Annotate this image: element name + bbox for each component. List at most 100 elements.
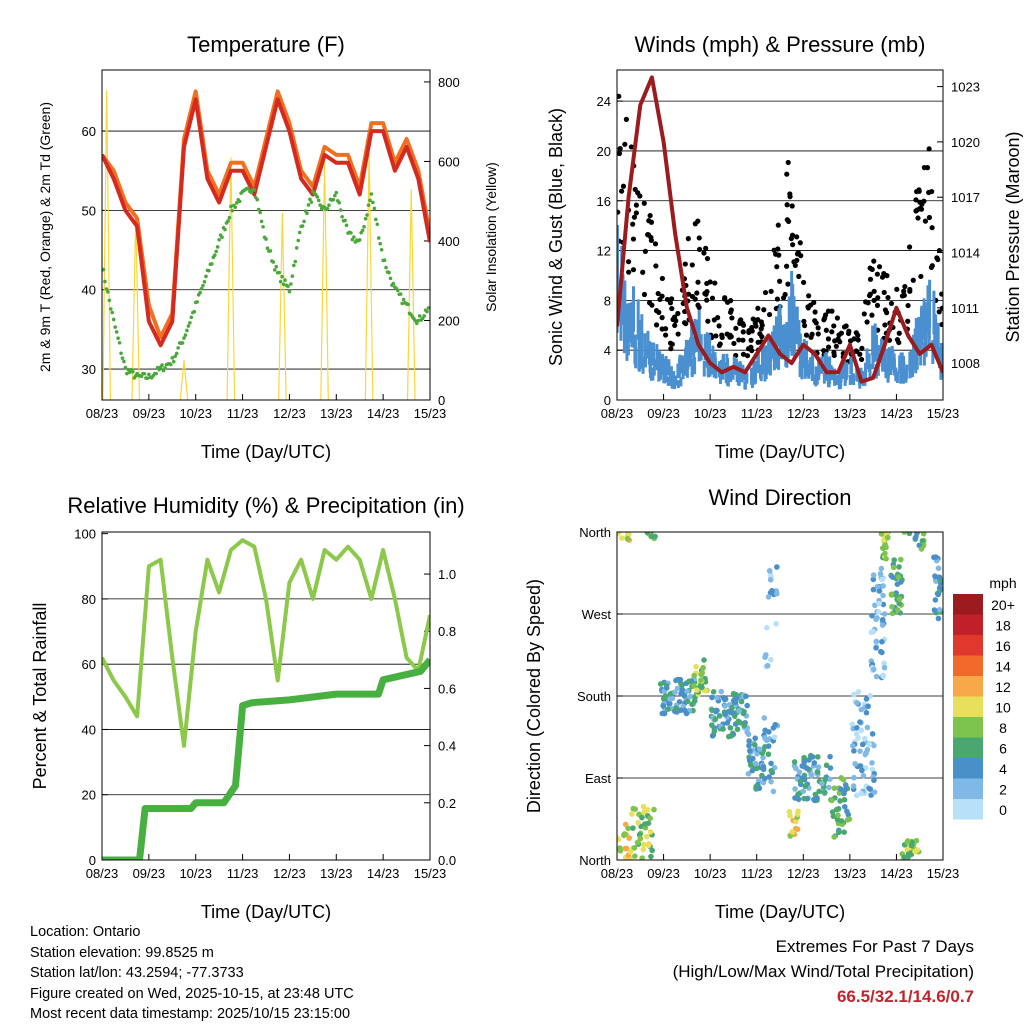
dewpoint-point (212, 253, 217, 258)
dewpoint-point (268, 249, 273, 253)
dewpoint-point (169, 362, 173, 367)
gust-point (774, 296, 780, 302)
direction-point (852, 761, 858, 767)
panel-2 (101, 531, 431, 861)
x-tick-label: 10/23 (179, 406, 212, 421)
direction-point (610, 841, 616, 847)
direction-point (841, 796, 848, 803)
gust-point (689, 262, 695, 268)
direction-point (863, 709, 870, 716)
dewpoint-point (142, 371, 147, 376)
legend-swatch (953, 655, 983, 676)
direction-point (869, 760, 875, 766)
direction-point (857, 763, 864, 769)
direction-point (699, 670, 706, 676)
y-tick-label: 20 (82, 788, 96, 803)
gust-point (664, 296, 671, 303)
gust-point (902, 283, 908, 290)
x-tick-label: 13/23 (320, 406, 353, 421)
gust-point (682, 261, 688, 267)
dewpoint-point (201, 283, 205, 288)
direction-point (761, 715, 768, 721)
direction-point (901, 854, 907, 860)
direction-point (644, 807, 651, 813)
dewpoint-point (309, 200, 314, 204)
dewpoint-point (198, 290, 202, 295)
dewpoint-point (113, 325, 117, 329)
gust-point (914, 189, 920, 195)
direction-point (735, 718, 742, 725)
direction-point (766, 774, 772, 780)
gust-point (746, 328, 752, 334)
gust-point (755, 339, 761, 345)
gust-point (812, 309, 818, 315)
direction-point (770, 788, 777, 795)
dewpoint-point (274, 264, 279, 269)
solar-insolation-peak (278, 213, 287, 400)
dewpoint-point (417, 314, 422, 318)
direction-point (879, 638, 885, 645)
direction-point (768, 767, 775, 774)
gust-point (628, 144, 634, 150)
direction-point (720, 694, 727, 701)
direction-point (756, 785, 763, 792)
direction-point (684, 698, 691, 705)
direction-point (833, 806, 840, 813)
direction-point (617, 844, 618, 846)
gust-point (685, 236, 691, 242)
gust-point (647, 212, 653, 219)
direction-point (850, 783, 857, 789)
direction-point (879, 616, 886, 623)
direction-point (766, 567, 773, 574)
gust-point (649, 302, 655, 308)
direction-point (772, 721, 779, 728)
gust-point (834, 315, 841, 321)
direction-point (803, 765, 810, 771)
direction-point (895, 574, 902, 580)
direction-point (751, 742, 758, 748)
gust-point (905, 318, 911, 324)
gust-point (617, 150, 623, 157)
gust-point (785, 281, 791, 287)
dewpoint-point (171, 359, 176, 364)
dewpoint-point (349, 231, 353, 235)
gust-point (774, 264, 780, 270)
gust-point (668, 346, 674, 352)
legend-label: 2 (999, 782, 1007, 798)
dewpoint-point (233, 205, 238, 210)
direction-point (859, 767, 865, 774)
gust-point (640, 269, 646, 275)
y2-tick-label: 0 (438, 393, 445, 408)
dewpoint-point (227, 215, 232, 220)
dewpoint-point (415, 321, 419, 326)
dewpoint-point (296, 238, 301, 243)
gust-point (939, 305, 943, 311)
gust-point (894, 286, 900, 292)
direction-point (854, 700, 860, 706)
gust-point (922, 218, 929, 224)
direction-point (901, 532, 908, 535)
direction-point (686, 678, 692, 685)
direction-point (849, 743, 856, 749)
gust-point (694, 290, 700, 296)
direction-point (762, 654, 768, 660)
direction-point (673, 705, 679, 712)
y2-tick-label: 600 (438, 154, 460, 169)
direction-point (786, 808, 793, 815)
direction-point (936, 574, 943, 580)
direction-point (876, 600, 882, 607)
direction-point (684, 688, 690, 695)
dewpoint-point (182, 336, 186, 340)
direction-point (764, 662, 771, 669)
gust-point (825, 336, 832, 342)
extremes-title: Extremes For Past 7 Days (775, 937, 974, 956)
gust-point (625, 259, 632, 265)
direction-point (611, 838, 617, 844)
dewpoint-point (111, 317, 116, 322)
direction-point (741, 722, 747, 729)
gust-point (755, 305, 761, 311)
gust-point (797, 240, 803, 246)
gust-point (837, 339, 843, 345)
direction-point (823, 762, 830, 769)
direction-point (744, 702, 751, 709)
